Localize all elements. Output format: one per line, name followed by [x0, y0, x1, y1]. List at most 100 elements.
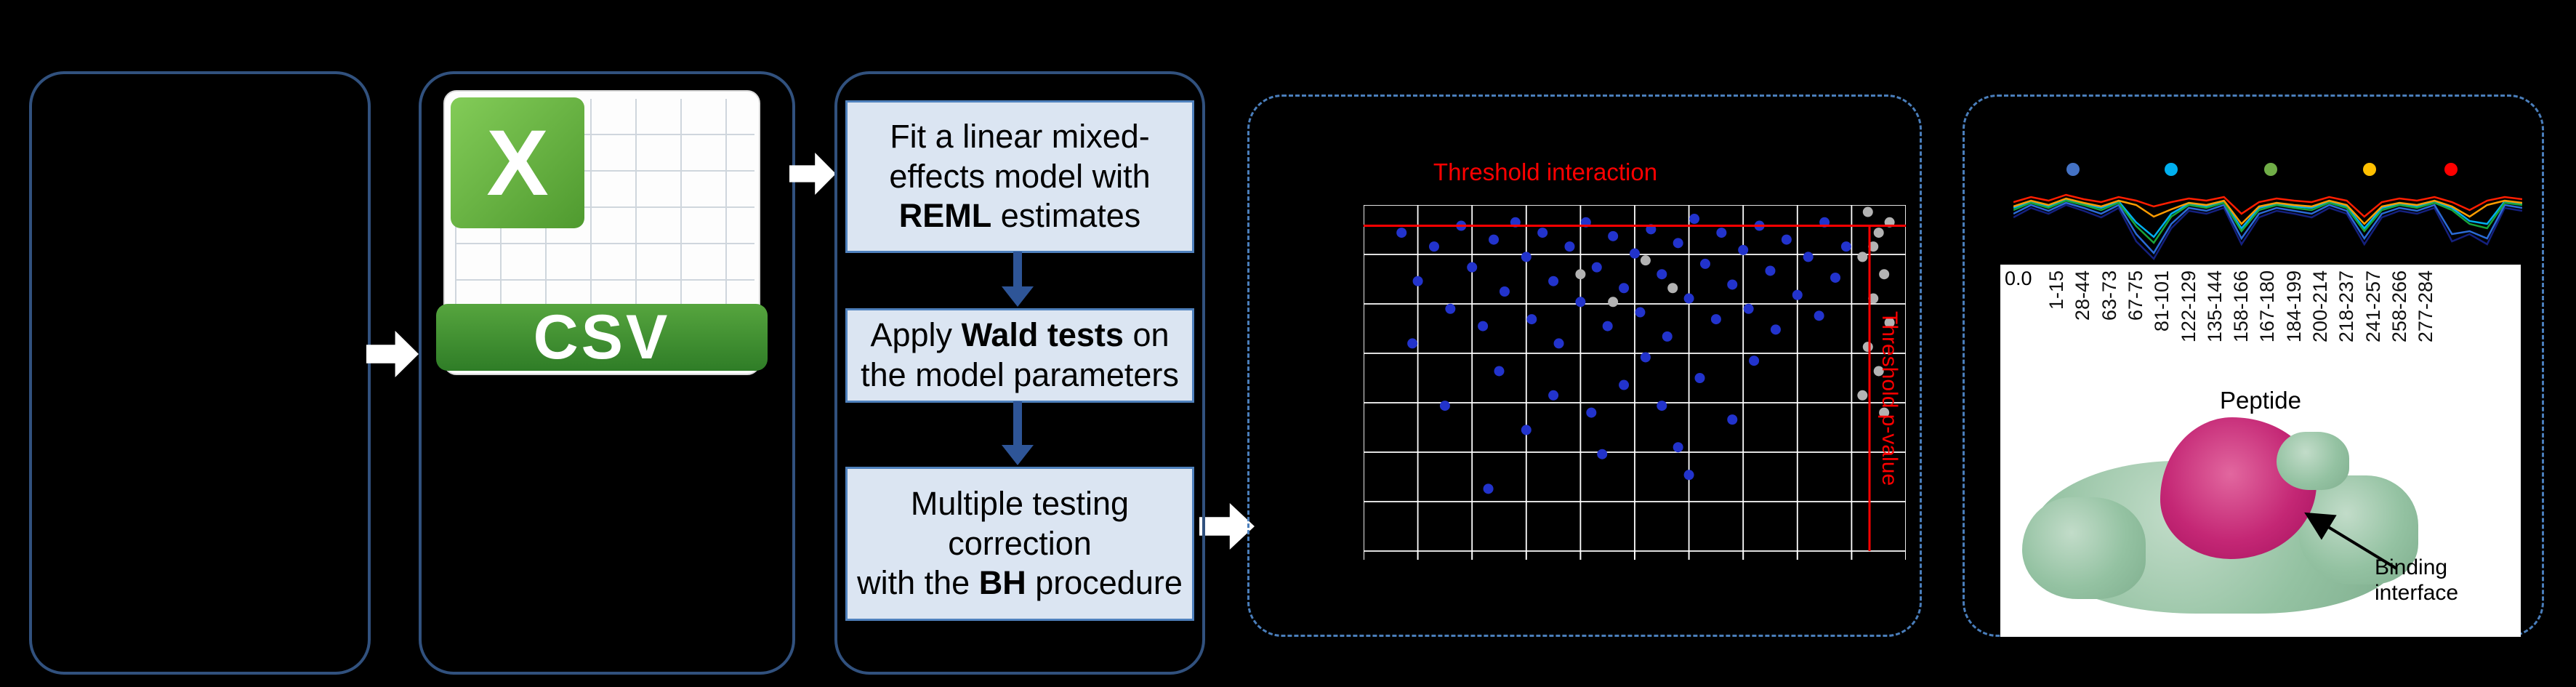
scatter-point-significant — [1699, 258, 1710, 269]
scatter-point-nonsignificant — [1879, 269, 1890, 280]
scatter-point-significant — [1727, 279, 1738, 290]
scatter-point-significant — [1765, 265, 1776, 276]
step-box-reml: Fit a linear mixed- effects model with R… — [845, 100, 1194, 253]
scatter-point-significant — [1689, 214, 1700, 225]
csv-file-icon: X CSV — [436, 90, 768, 375]
scatter-point-significant — [1694, 373, 1705, 383]
legend-dot-icon — [2263, 163, 2277, 176]
scatter-point-nonsignificant — [1879, 407, 1890, 418]
flow-arrow-icon — [789, 153, 836, 195]
scatter-point-significant — [1683, 470, 1694, 481]
scatter-point-nonsignificant — [1608, 297, 1619, 308]
scatter-point-significant — [1657, 401, 1667, 411]
results-image: 0.0 1-15 28-44 63-73 67-75 81-101 122-129 135-… — [2000, 263, 2521, 637]
scatter-point-significant — [1630, 248, 1640, 259]
protein-surface-lobe — [2277, 432, 2349, 490]
scatter-point-significant — [1781, 234, 1792, 245]
scatter-point-significant — [1489, 234, 1500, 245]
scatter-point-significant — [1428, 241, 1439, 252]
scatter-point-significant — [1521, 252, 1531, 262]
peptide-axis-label: Peptide — [2220, 387, 2301, 414]
scatter-point-significant — [1597, 449, 1608, 459]
scatter-point-significant — [1738, 244, 1749, 255]
excel-x-letter: X — [486, 111, 549, 215]
profile-line-blue — [2013, 201, 2522, 255]
scatter-point-nonsignificant — [1868, 293, 1879, 304]
scatter-point-significant — [1396, 228, 1407, 238]
scatter-point-significant — [1553, 338, 1564, 349]
scatter-point-significant — [1814, 310, 1824, 321]
scatter-point-significant — [1537, 228, 1548, 238]
legend-dot-icon — [2363, 163, 2376, 176]
profile-line-orange — [2013, 197, 2522, 225]
scatter-point-significant — [1467, 262, 1478, 273]
scatter-point-significant — [1494, 366, 1505, 377]
scatter-point-significant — [1412, 276, 1423, 286]
step-box-bh-text: Multiple testing correction with the BH … — [857, 484, 1183, 602]
scatter-point-significant — [1830, 272, 1841, 283]
scatter-point-nonsignificant — [1857, 252, 1868, 262]
scatter-point-significant — [1526, 314, 1537, 325]
scatter-point-significant — [1548, 276, 1559, 286]
panel-model-steps — [834, 71, 1205, 675]
scatter-point-significant — [1586, 407, 1597, 418]
step-box-bh: Multiple testing correction with the BH … — [845, 467, 1194, 621]
scatter-point-nonsignificant — [1862, 206, 1873, 217]
flow-arrow-icon — [366, 331, 419, 377]
scatter-point-significant — [1640, 352, 1651, 363]
scatter-point-significant — [1619, 379, 1630, 390]
scatter-point-significant — [1673, 238, 1683, 249]
csv-label: CSV — [533, 302, 671, 372]
protein-surface-lobe — [2022, 497, 2146, 599]
scatter-point-significant — [1483, 483, 1494, 494]
scatter-point-significant — [1840, 241, 1851, 252]
panel-volcano — [1247, 95, 1922, 637]
scatter-point-nonsignificant — [1884, 317, 1895, 328]
legend-dot-icon — [2165, 163, 2178, 176]
scatter-point-nonsignificant — [1667, 283, 1678, 294]
annotation-arrow-icon — [2304, 512, 2398, 570]
volcano-threshold-pvalue-label: Threshold p-value — [1877, 311, 1901, 486]
scatter-point-nonsignificant — [1868, 241, 1879, 252]
scatter-point-significant — [1727, 414, 1738, 425]
volcano-threshold-interaction-label: Threshold interaction — [1433, 158, 1658, 185]
scatter-point-significant — [1635, 307, 1646, 318]
excel-x-logo-icon: X — [451, 97, 584, 228]
step-box-wald-text: Apply Wald tests on the model parameters — [861, 316, 1179, 393]
legend-dot-icon — [2444, 163, 2458, 176]
scatter-point-nonsignificant — [1575, 269, 1586, 280]
scatter-point-significant — [1499, 286, 1510, 297]
scatter-point-significant — [1439, 401, 1450, 411]
panel-input — [29, 71, 371, 675]
scatter-point-significant — [1602, 321, 1613, 332]
scatter-point-significant — [1716, 228, 1727, 238]
down-arrow-icon — [1002, 252, 1034, 307]
peptide-profile-chart — [2013, 193, 2522, 261]
scatter-point-nonsignificant — [1862, 342, 1873, 353]
scatter-point-significant — [1683, 293, 1694, 304]
profile-line-red — [2013, 193, 2522, 218]
scatter-point-significant — [1521, 425, 1531, 435]
scatter-point-significant — [1619, 283, 1630, 294]
scatter-point-significant — [1803, 252, 1814, 262]
step-box-wald: Apply Wald tests on the model parameters — [845, 308, 1194, 403]
down-arrow-icon — [1002, 401, 1034, 465]
condition-legend — [2013, 163, 2522, 177]
binding-interface-annotation: Binding interface — [2375, 555, 2459, 605]
scatter-point-nonsignificant — [1873, 366, 1884, 377]
profile-line-navy — [2013, 204, 2522, 261]
scatter-point-significant — [1608, 230, 1619, 241]
scatter-point-significant — [1673, 442, 1683, 453]
scatter-point-nonsignificant — [1857, 390, 1868, 401]
scatter-point-significant — [1710, 314, 1721, 325]
scatter-point-significant — [1662, 331, 1673, 342]
flow-arrow-icon — [1199, 503, 1255, 550]
profile-line-green — [2013, 199, 2522, 244]
scatter-point-significant — [1564, 241, 1575, 252]
scatter-point-significant — [1749, 355, 1760, 366]
scatter-point-nonsignificant — [1640, 255, 1651, 266]
scatter-point-significant — [1743, 303, 1754, 314]
scatter-point-significant — [1792, 289, 1803, 300]
y-axis-tick-label: 0.0 — [2005, 268, 2032, 289]
